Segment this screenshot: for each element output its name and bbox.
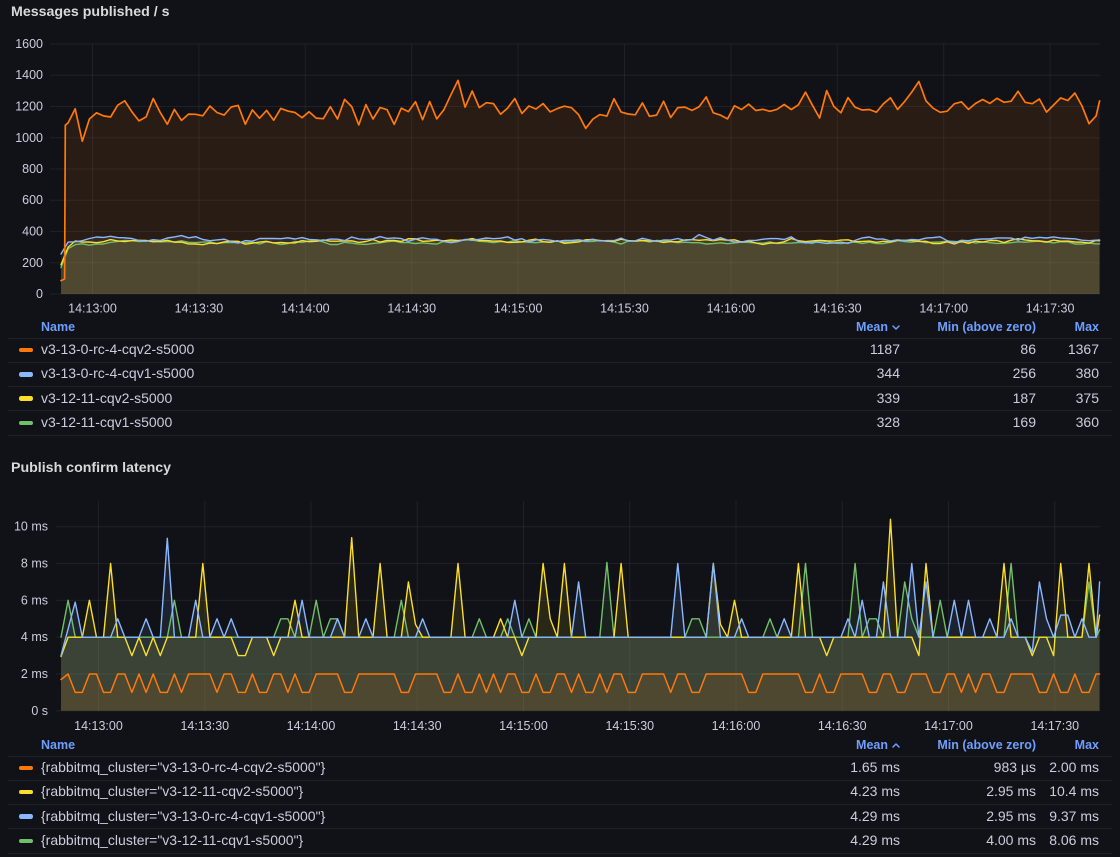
svg-text:2 ms: 2 ms [21, 667, 48, 681]
svg-text:14:16:00: 14:16:00 [707, 302, 756, 316]
svg-text:1600: 1600 [15, 37, 43, 51]
svg-text:14:14:30: 14:14:30 [393, 719, 442, 733]
svg-text:600: 600 [22, 193, 43, 207]
svg-text:14:17:30: 14:17:30 [1026, 302, 1075, 316]
svg-text:14:13:00: 14:13:00 [74, 719, 123, 733]
svg-text:8 ms: 8 ms [21, 557, 48, 571]
svg-text:14:15:30: 14:15:30 [605, 719, 654, 733]
svg-text:14:17:00: 14:17:00 [919, 302, 968, 316]
svg-text:200: 200 [22, 256, 43, 270]
svg-text:14:17:30: 14:17:30 [1030, 719, 1079, 733]
svg-text:14:13:00: 14:13:00 [68, 302, 117, 316]
svg-text:14:15:30: 14:15:30 [600, 302, 649, 316]
svg-text:400: 400 [22, 225, 43, 239]
svg-text:1000: 1000 [15, 131, 43, 145]
svg-text:14:15:00: 14:15:00 [499, 719, 548, 733]
svg-text:14:16:30: 14:16:30 [818, 719, 867, 733]
svg-text:10 ms: 10 ms [14, 520, 48, 534]
svg-text:14:13:30: 14:13:30 [180, 719, 229, 733]
svg-text:14:16:00: 14:16:00 [712, 719, 761, 733]
svg-text:14:14:30: 14:14:30 [387, 302, 436, 316]
svg-text:1200: 1200 [15, 100, 43, 114]
svg-text:4 ms: 4 ms [21, 630, 48, 644]
svg-text:14:14:00: 14:14:00 [287, 719, 336, 733]
svg-text:14:15:00: 14:15:00 [494, 302, 543, 316]
svg-text:0: 0 [36, 287, 43, 301]
svg-text:800: 800 [22, 162, 43, 176]
svg-text:14:17:00: 14:17:00 [924, 719, 973, 733]
svg-text:0 s: 0 s [31, 704, 48, 718]
svg-text:6 ms: 6 ms [21, 593, 48, 607]
svg-text:14:14:00: 14:14:00 [281, 302, 330, 316]
svg-text:14:13:30: 14:13:30 [175, 302, 224, 316]
svg-text:14:16:30: 14:16:30 [813, 302, 862, 316]
svg-text:1400: 1400 [15, 68, 43, 82]
